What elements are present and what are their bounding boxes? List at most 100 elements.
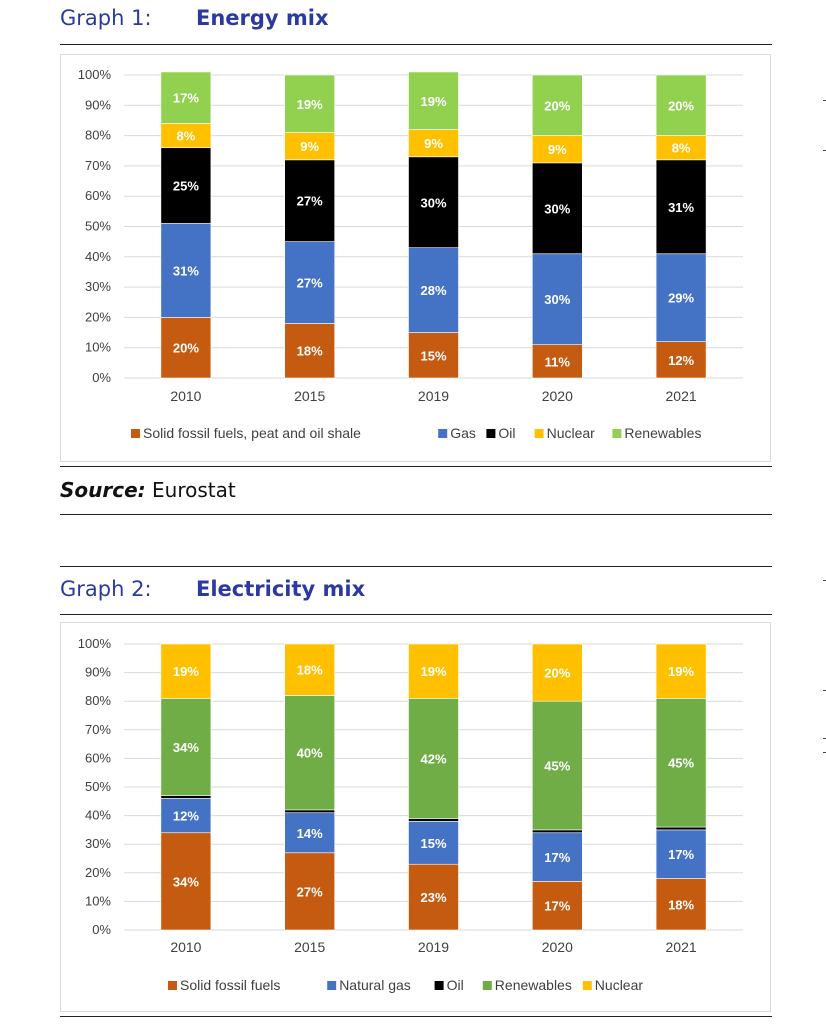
data-label-renewables-2020: 45% (544, 759, 570, 774)
bar-renewables-2010 (160, 71, 212, 124)
graph1-header: Graph 1: Energy mix (60, 6, 772, 46)
data-label-nuclear-2021: 19% (668, 664, 694, 679)
data-label-renewables-2021: 45% (668, 756, 694, 771)
data-label-solid-2015: 18% (297, 344, 323, 359)
data-label-renewables-2015: 19% (297, 97, 323, 112)
data-label-renewables-2019: 42% (420, 751, 446, 766)
legend-swatch-solid (168, 981, 177, 990)
bar-renewables-2010 (160, 698, 212, 796)
data-label-solid-2020: 17% (544, 899, 570, 914)
x-category-label: 2015 (294, 388, 325, 404)
edge-mark (823, 690, 826, 691)
data-label-nuclear-2010: 19% (173, 664, 199, 679)
graph1-top-rule (60, 44, 772, 45)
graph2-top-rule (60, 614, 772, 615)
data-label-oil-2015: 27% (297, 194, 323, 209)
y-tick-label: 30% (85, 279, 111, 294)
legend-label-solid: Solid fossil fuels, peat and oil shale (143, 425, 361, 441)
bar-solid-2019 (408, 332, 459, 379)
data-label-oil-2020: 30% (544, 201, 570, 216)
y-tick-label: 30% (85, 836, 111, 851)
bar-solid-2010 (160, 317, 212, 379)
bar-oil-2010 (160, 147, 212, 224)
y-tick-label: 0% (92, 922, 111, 937)
bar-gas-2020 (531, 832, 583, 882)
y-tick-label: 60% (85, 188, 111, 203)
legend-swatch-gas (327, 981, 337, 990)
y-tick-label: 100% (78, 636, 112, 651)
bar-nuclear-2010 (160, 643, 212, 699)
data-label-nuclear-2020: 20% (544, 666, 570, 681)
bar-nuclear-2010 (160, 123, 212, 149)
bar-gas-2020 (531, 253, 583, 345)
y-tick-label: 80% (85, 128, 111, 143)
bar-nuclear-2015 (284, 132, 335, 161)
bar-nuclear-2020 (531, 135, 583, 164)
graph1-title: Energy mix (196, 6, 329, 30)
y-tick-label: 90% (85, 665, 111, 680)
data-label-renewables-2010: 34% (173, 740, 199, 755)
y-tick-label: 0% (92, 370, 111, 385)
bar-oil-2021 (655, 159, 707, 255)
graph1-number: Graph 1: (60, 6, 152, 30)
legend-label-nuclear: Nuclear (595, 977, 644, 993)
source-label: Source: (60, 478, 146, 502)
data-label-gas-2019: 15% (420, 836, 446, 851)
x-category-label: 2010 (170, 388, 201, 404)
data-label-oil-2019: 30% (420, 195, 446, 210)
data-label-oil-2021: 31% (668, 200, 694, 215)
y-tick-label: 40% (85, 249, 111, 264)
data-label-nuclear-2020: 9% (548, 142, 567, 157)
legend-label-oil: Oil (498, 425, 515, 441)
legend-swatch-oil (434, 981, 444, 990)
data-label-oil-2010: 25% (173, 179, 199, 194)
data-label-nuclear-2019: 9% (424, 136, 443, 151)
bar-oil-2019 (408, 156, 459, 249)
data-label-renewables-2021: 20% (668, 98, 694, 113)
bar-gas-2021 (655, 829, 707, 879)
bar-renewables-2015 (284, 74, 335, 133)
data-label-solid-2021: 12% (668, 353, 694, 368)
edge-mark (823, 738, 826, 739)
legend-label-solid: Solid fossil fuels (180, 977, 280, 993)
data-label-solid-2010: 34% (173, 874, 199, 889)
legend-swatch-nuclear (582, 981, 592, 990)
bar-nuclear-2015 (284, 643, 335, 696)
legend-swatch-gas (438, 429, 448, 438)
data-label-solid-2019: 23% (420, 890, 446, 905)
x-category-label: 2020 (542, 388, 573, 404)
x-category-label: 2021 (666, 388, 697, 404)
data-label-nuclear-2019: 19% (420, 664, 446, 679)
data-label-solid-2019: 15% (420, 348, 446, 363)
data-label-gas-2015: 14% (297, 826, 323, 841)
graph1-bottom-rule (60, 466, 772, 467)
data-label-gas-2010: 31% (173, 263, 199, 278)
energy-mix-chart-frame: 0% 10% 20% 30% 40% 50% 60% 70% 80% 90% 100% 20% 31% 2… (60, 54, 771, 462)
bar-renewables-2020 (531, 74, 583, 136)
data-label-gas-2010: 12% (173, 809, 199, 824)
y-tick-label: 20% (85, 309, 111, 324)
data-label-nuclear-2021: 8% (672, 141, 691, 156)
graph2-number: Graph 2: (60, 577, 152, 601)
edge-mark (823, 580, 826, 581)
data-label-renewables-2020: 20% (544, 98, 570, 113)
y-tick-label: 20% (85, 865, 111, 880)
data-label-nuclear-2010: 8% (177, 129, 196, 144)
bar-gas-2015 (284, 812, 335, 854)
y-tick-label: 70% (85, 158, 111, 173)
bar-renewables-2020 (531, 700, 583, 831)
y-tick-label: 40% (85, 808, 111, 823)
bar-solid-2020 (531, 344, 583, 379)
x-category-label: 2020 (542, 939, 573, 955)
bar-gas-2019 (408, 247, 459, 333)
bar-nuclear-2021 (655, 135, 707, 161)
data-label-gas-2020: 30% (544, 292, 570, 307)
edge-mark (823, 100, 826, 101)
electricity-mix-chart: 0% 10% 20% 30% 40% 50% 60% 70% 80% 90% 100% 34% 12% 1… (78, 636, 743, 993)
bar-renewables-2021 (655, 74, 707, 136)
graph2-header: Graph 2: Electricity mix (60, 577, 772, 617)
data-label-gas-2021: 17% (668, 847, 694, 862)
legend-label-gas: Natural gas (339, 977, 411, 993)
bar-nuclear-2021 (655, 643, 707, 699)
y-tick-label: 50% (85, 779, 111, 794)
